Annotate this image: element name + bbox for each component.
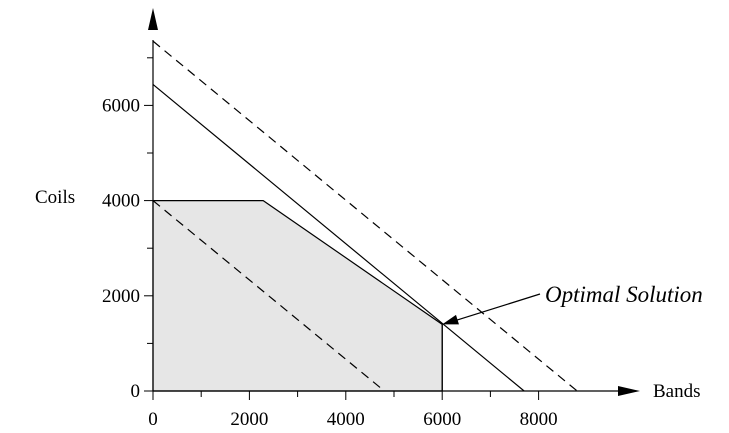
y-axis-label: Coils (35, 187, 75, 208)
x-tick-label: 0 (148, 409, 158, 430)
feasible-region (152, 200, 443, 392)
y-tick-label: 4000 (102, 191, 140, 212)
annotation-arrow-icon (442, 314, 459, 325)
y-tick-label: 6000 (102, 95, 140, 116)
constraint-line-0 (152, 83, 525, 392)
series-layer (152, 40, 578, 392)
x-tick-label: 2000 (230, 409, 268, 430)
annotation-text: Optimal Solution (545, 282, 703, 307)
y-tick-label: 0 (131, 381, 141, 402)
y-axis-arrow-icon (148, 8, 158, 30)
ticks: 0 2000 4000 6000 8000 0 2000 4000 6000 (102, 57, 558, 430)
annotation: Optimal Solution (442, 282, 703, 325)
x-axis-arrow-icon (618, 386, 640, 396)
x-axis-label: Bands (653, 381, 701, 402)
feasible-region-layer (152, 200, 443, 392)
y-tick-label: 2000 (102, 286, 140, 307)
x-tick-label: 6000 (423, 409, 461, 430)
dashed-line-2 (152, 40, 578, 392)
axes (148, 8, 640, 396)
annotation-arrow-line (456, 293, 541, 321)
x-tick-label: 8000 (520, 409, 558, 430)
x-tick-label: 4000 (327, 409, 365, 430)
dashed-line-3 (152, 200, 385, 392)
